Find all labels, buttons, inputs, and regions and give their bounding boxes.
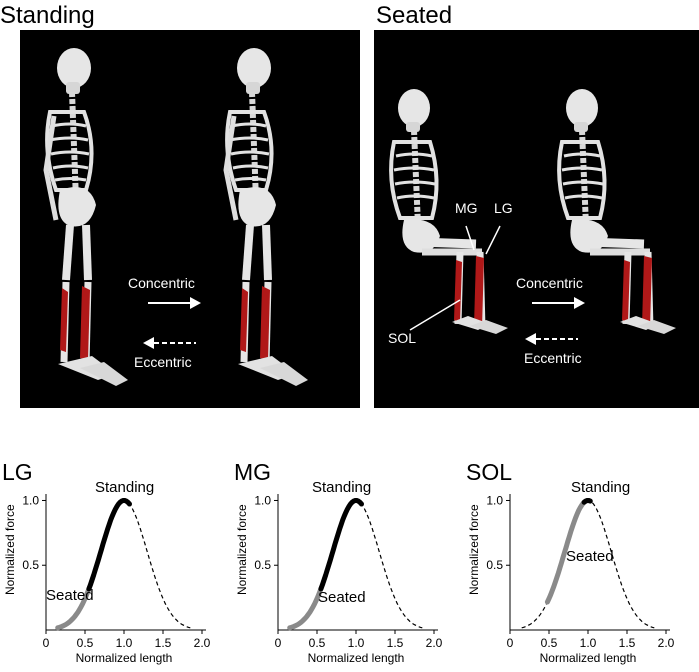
- sol-pointer-line: [409, 299, 461, 331]
- x-tick-label: 1.0: [580, 636, 597, 650]
- x-tick-label: 1.0: [348, 636, 365, 650]
- chart-sol: SOL 0 0.5 1.0 1.5 2.0 0.5 1.0 Normalized length N…: [464, 450, 694, 672]
- seated-operating-range: [287, 572, 329, 631]
- standing-eccentric-label: Eccentric: [134, 354, 192, 370]
- y-tick-label: 1.0: [22, 493, 39, 507]
- x-tick-label: 1.5: [387, 636, 404, 650]
- seated-skeleton-left: [391, 89, 508, 334]
- chart-title: MG: [234, 459, 271, 485]
- x-tick-label: 1.5: [619, 636, 636, 650]
- mg-pointer-line: [465, 225, 475, 251]
- y-tick-label: 0.5: [486, 558, 503, 572]
- x-tick-label: 0.5: [77, 636, 94, 650]
- standing-concentric-label: Concentric: [128, 275, 195, 291]
- x-axis-label: Normalized length: [540, 651, 637, 665]
- standing-annotation: Standing: [312, 479, 371, 496]
- x-tick-label: 0: [275, 636, 282, 650]
- chart-mg: MG 0 0.5 1.0 1.5 2.0 0.5 1.0 Normalized length No…: [232, 450, 462, 672]
- x-tick-label: 2.0: [658, 636, 675, 650]
- seated-sol-label: SOL: [388, 330, 417, 346]
- seated-annotation: Seated: [566, 548, 614, 565]
- y-axis-label: Normalized force: [467, 504, 481, 595]
- seated-eccentric-arrow: [525, 333, 578, 345]
- y-axis-label: Normalized force: [235, 504, 249, 595]
- y-tick-label: 1.0: [254, 493, 271, 507]
- seated-panel-title: Seated: [376, 2, 453, 29]
- x-tick-label: 2.0: [426, 636, 443, 650]
- y-axis-label: Normalized force: [3, 504, 17, 595]
- lg-pointer-line: [485, 225, 501, 255]
- x-tick-label: 1.5: [155, 636, 172, 650]
- seated-annotation: Seated: [46, 587, 94, 604]
- seated-mg-label: MG: [455, 200, 478, 216]
- seated-annotation: Seated: [318, 589, 366, 606]
- y-tick-label: 0.5: [22, 558, 39, 572]
- seated-lg-label: LG: [494, 200, 513, 216]
- x-axis-label: Normalized length: [308, 651, 405, 665]
- standing-skeleton-panel: Concentric Eccentric: [20, 30, 360, 408]
- seated-operating-range: [55, 572, 97, 631]
- standing-skeleton-left: [46, 48, 128, 386]
- x-tick-label: 0: [43, 636, 50, 650]
- standing-skeleton-right: [226, 48, 308, 386]
- standing-concentric-arrow: [148, 297, 201, 309]
- x-axis-label: Normalized length: [76, 651, 173, 665]
- seated-skeleton-panel: MG LG SOL Concentric Eccentric: [374, 30, 699, 408]
- seated-eccentric-label: Eccentric: [524, 350, 582, 366]
- seated-concentric-arrow: [532, 297, 585, 309]
- y-tick-label: 0.5: [254, 558, 271, 572]
- standing-annotation: Standing: [571, 479, 630, 496]
- x-tick-label: 2.0: [194, 636, 211, 650]
- standing-eccentric-arrow: [143, 337, 196, 349]
- chart-lg: LG 0 0.5 1.0 1.5 2.0 0.5 1.0 Normalized length No…: [0, 450, 230, 672]
- seated-concentric-label: Concentric: [516, 275, 583, 291]
- standing-operating-range: [581, 498, 593, 505]
- y-tick-label: 1.0: [486, 493, 503, 507]
- x-tick-label: 0.5: [541, 636, 558, 650]
- chart-title: LG: [2, 459, 33, 485]
- standing-operating-range: [318, 498, 364, 592]
- x-tick-label: 0: [507, 636, 514, 650]
- x-tick-label: 0.5: [309, 636, 326, 650]
- standing-annotation: Standing: [95, 479, 154, 496]
- chart-title: SOL: [466, 459, 512, 485]
- standing-operating-range: [86, 498, 132, 592]
- standing-panel-title: Standing: [0, 2, 95, 29]
- x-tick-label: 1.0: [116, 636, 133, 650]
